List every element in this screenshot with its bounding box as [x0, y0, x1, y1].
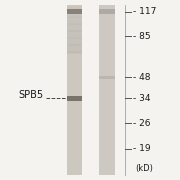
Bar [67, 36, 82, 38]
Text: - 117: - 117 [133, 7, 157, 16]
Bar [99, 10, 115, 14]
Bar [67, 39, 82, 40]
Bar [67, 26, 82, 27]
Bar [99, 76, 115, 79]
Bar [67, 13, 82, 14]
Bar [67, 51, 82, 53]
Bar [67, 40, 82, 41]
Bar [67, 41, 82, 42]
Bar [67, 15, 82, 17]
Bar [67, 7, 82, 8]
Bar [67, 47, 82, 48]
Bar [67, 34, 82, 35]
Bar [67, 50, 82, 52]
Bar [67, 20, 82, 21]
Bar [67, 43, 82, 45]
Bar [67, 27, 82, 28]
Bar [67, 9, 82, 14]
Bar [67, 46, 82, 47]
Bar [67, 49, 82, 51]
Bar [67, 24, 82, 26]
Bar [67, 5, 82, 175]
Text: - 85: - 85 [133, 31, 151, 40]
Bar [67, 22, 82, 24]
Text: - 26: - 26 [133, 119, 151, 128]
Bar [67, 9, 82, 11]
Text: - 48: - 48 [133, 73, 151, 82]
Bar [67, 31, 82, 33]
Bar [67, 14, 82, 15]
Bar [67, 33, 82, 34]
Text: - 19: - 19 [133, 144, 151, 153]
Bar [67, 17, 82, 19]
Bar [67, 30, 82, 32]
Text: SPB5: SPB5 [18, 90, 43, 100]
Bar [67, 48, 82, 49]
Bar [67, 37, 82, 39]
Bar [67, 8, 82, 10]
Bar [67, 96, 82, 101]
Bar [67, 35, 82, 36]
Text: - 34: - 34 [133, 94, 151, 103]
Text: (kD): (kD) [135, 164, 153, 173]
Bar [67, 28, 82, 29]
Bar [67, 44, 82, 46]
Bar [67, 42, 82, 44]
Bar [67, 21, 82, 22]
Bar [67, 23, 82, 25]
Bar [67, 29, 82, 31]
Bar [99, 5, 115, 175]
Bar [67, 12, 82, 13]
Bar [67, 53, 82, 54]
Bar [67, 19, 82, 20]
Bar [67, 10, 82, 12]
Bar [67, 16, 82, 18]
